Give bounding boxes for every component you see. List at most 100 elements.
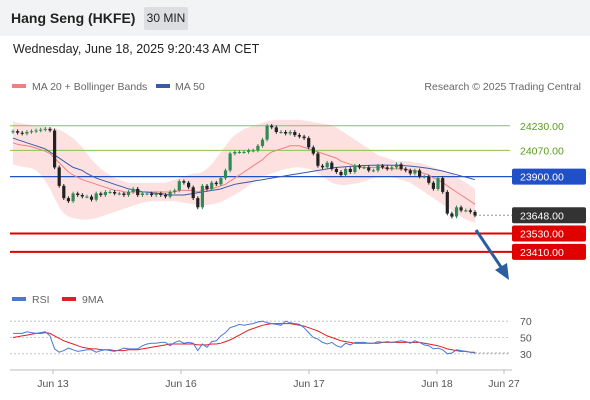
support-1-label-box <box>512 225 586 242</box>
candle <box>140 191 144 197</box>
candles <box>11 124 477 219</box>
candle-body <box>20 132 24 134</box>
candle <box>408 168 412 176</box>
bollinger-band-fill <box>13 119 475 223</box>
candle-body <box>256 145 260 151</box>
candle-body <box>390 167 394 169</box>
candle-body <box>85 196 89 198</box>
support-2-label: 23410.00 <box>520 247 564 259</box>
x-tick-label: Jun 17 <box>293 378 325 390</box>
rsi-ma-legend-swatch <box>62 297 76 301</box>
candle <box>205 184 209 191</box>
candle <box>284 130 288 136</box>
candle-body <box>150 193 154 195</box>
candle-body <box>71 193 75 202</box>
candle-body <box>196 198 200 208</box>
candle <box>441 176 445 194</box>
candle-body <box>265 125 269 140</box>
candle <box>450 211 454 219</box>
candle-body <box>251 150 255 152</box>
candle <box>131 187 135 194</box>
candle-body <box>422 176 426 178</box>
candle-body <box>99 193 103 195</box>
candle <box>320 164 325 170</box>
rsi-ma-line <box>12 323 475 353</box>
candle-body <box>376 165 380 171</box>
candle <box>316 151 320 168</box>
rsi-tick-label: 30 <box>520 349 532 361</box>
candle <box>191 185 195 200</box>
credit-text: Research © 2025 Trading Central <box>424 81 581 93</box>
candle <box>108 190 112 194</box>
candle-body <box>339 172 343 176</box>
candle-body <box>450 213 454 217</box>
candle <box>330 160 334 171</box>
last-price-label: 23648.00 <box>520 210 564 222</box>
candle-body <box>168 192 172 197</box>
candle <box>454 205 459 219</box>
candle-body <box>94 193 98 200</box>
candle-body <box>11 131 15 133</box>
candle <box>247 148 251 154</box>
candle-body <box>399 164 403 169</box>
candle-body <box>233 152 237 154</box>
candle-body <box>48 128 52 131</box>
candle <box>85 194 89 199</box>
candle <box>223 168 228 180</box>
forecast-arrow-icon <box>474 229 509 280</box>
candle <box>66 196 70 203</box>
candle <box>187 180 191 190</box>
pivot-label: 23900.00 <box>520 172 564 184</box>
candle <box>177 179 181 193</box>
candle-body <box>103 192 107 196</box>
candle-body <box>76 193 80 195</box>
candle <box>237 150 241 154</box>
candle <box>71 191 75 203</box>
candle-body <box>210 182 214 189</box>
candle-body <box>126 192 131 196</box>
candle <box>200 184 204 210</box>
candle-body <box>205 185 209 189</box>
rsi-ma-legend-label: 9MA <box>82 294 104 306</box>
candle <box>459 205 463 213</box>
x-tick-label: Jun 13 <box>37 378 69 390</box>
pivot-label-box <box>512 168 586 185</box>
candle-body <box>274 127 278 132</box>
candle-body <box>260 139 265 146</box>
candle-body <box>367 167 371 171</box>
candle-body <box>62 185 66 199</box>
candle-body <box>353 165 357 172</box>
candle <box>404 167 408 173</box>
candle-body <box>459 207 463 211</box>
candle-body <box>66 198 70 202</box>
rsi-legend-swatch <box>12 297 26 301</box>
candle <box>256 144 260 153</box>
candle-body <box>330 162 334 169</box>
candle <box>302 134 306 140</box>
candle <box>344 167 348 177</box>
candle-body <box>57 167 61 186</box>
bollinger-band <box>13 119 475 223</box>
candle-body <box>145 193 149 195</box>
candle <box>122 191 126 197</box>
candle-body <box>270 125 274 128</box>
candle-body <box>325 162 329 168</box>
candle <box>117 191 121 196</box>
candle <box>473 210 477 218</box>
candle-body <box>219 178 223 185</box>
candle <box>311 145 315 156</box>
candle-body <box>89 196 94 200</box>
candle <box>265 124 269 142</box>
candle-body <box>136 188 140 196</box>
candle-body <box>473 212 477 216</box>
x-axis: Jun 13 Jun 16 Jun 17 Jun 18 Jun 27 <box>37 370 520 390</box>
last-price-label-box <box>512 207 586 224</box>
candle-body <box>53 130 57 168</box>
interval-button[interactable]: 30 MIN <box>144 7 188 30</box>
candle-body <box>357 165 362 168</box>
candle <box>339 170 343 177</box>
candle <box>94 191 98 202</box>
candle <box>39 127 43 133</box>
candle-body <box>316 153 320 166</box>
candle <box>57 165 61 188</box>
